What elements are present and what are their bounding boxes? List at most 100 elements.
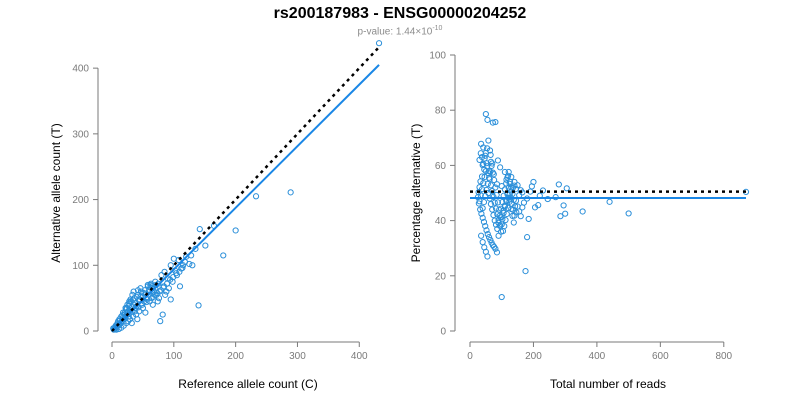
data-point xyxy=(489,206,496,213)
data-point xyxy=(375,40,383,47)
y-tick-label: 300 xyxy=(72,129,89,140)
data-point xyxy=(146,298,153,305)
data-point xyxy=(493,249,501,256)
data-point xyxy=(480,218,488,226)
data-point xyxy=(287,189,294,196)
y-tick-label: 0 xyxy=(440,327,446,338)
data-point xyxy=(579,208,586,215)
data-point xyxy=(142,309,149,316)
data-point xyxy=(480,160,487,168)
data-point xyxy=(157,318,164,325)
data-point xyxy=(484,253,491,260)
data-point xyxy=(154,298,161,305)
data-point xyxy=(505,184,512,191)
data-point xyxy=(179,262,187,269)
data-point xyxy=(485,174,493,181)
x-tick-label: 100 xyxy=(165,351,182,362)
p-value-exponent: -10 xyxy=(432,25,443,32)
data-point xyxy=(173,270,180,277)
x-tick-label: 200 xyxy=(227,351,244,362)
data-point xyxy=(252,193,260,200)
x-tick-label: 300 xyxy=(289,351,306,362)
data-point xyxy=(562,210,569,217)
y-tick-label: 80 xyxy=(435,106,447,117)
data-point xyxy=(512,185,520,192)
data-point xyxy=(492,205,500,212)
data-point xyxy=(160,284,167,291)
data-point xyxy=(491,199,498,206)
data-point xyxy=(175,256,182,264)
data-point xyxy=(139,304,147,312)
y-axis-title: Percentage alternative (T) xyxy=(409,124,423,263)
data-point xyxy=(495,219,502,226)
data-point xyxy=(479,214,486,221)
x-tick-label: 400 xyxy=(351,351,368,362)
data-point xyxy=(498,183,505,190)
data-point xyxy=(514,182,521,189)
data-point xyxy=(505,168,512,176)
data-point xyxy=(480,179,487,187)
data-point xyxy=(220,252,227,259)
data-point xyxy=(176,268,183,275)
data-point xyxy=(137,285,144,292)
data-point xyxy=(500,209,507,216)
data-point xyxy=(489,119,496,126)
data-point xyxy=(510,219,517,226)
data-point xyxy=(195,302,202,309)
data-point xyxy=(503,180,510,187)
data-point xyxy=(494,199,502,206)
data-point xyxy=(503,176,510,183)
data-point xyxy=(485,137,492,144)
data-point xyxy=(481,173,488,181)
data-point xyxy=(151,291,158,298)
x-axis-title: Reference allele count (C) xyxy=(178,377,317,391)
data-point xyxy=(170,255,177,262)
data-point xyxy=(170,274,177,281)
percentage-alternative-scatter-plot: 0 200 400 600 800 0 20 40 60 80 100 Total number of… xyxy=(409,51,750,391)
data-point xyxy=(484,231,491,238)
data-point xyxy=(159,311,166,318)
data-point xyxy=(149,301,156,308)
data-point xyxy=(517,213,524,220)
data-point xyxy=(176,283,184,290)
data-point xyxy=(140,289,147,296)
data-point xyxy=(501,186,508,193)
data-point xyxy=(487,200,495,208)
data-point xyxy=(130,288,137,295)
y-tick-label: 60 xyxy=(435,161,447,172)
data-point xyxy=(128,320,135,327)
data-point xyxy=(155,295,163,302)
data-point xyxy=(557,213,564,220)
data-point xyxy=(480,144,487,151)
data-point xyxy=(478,186,486,193)
data-point xyxy=(479,239,486,246)
data-point xyxy=(510,206,517,213)
p-value-text: p-value: 1.44×10 xyxy=(357,26,433,38)
data-point xyxy=(606,198,613,205)
data-point xyxy=(499,199,506,206)
data-point xyxy=(196,226,203,233)
data-point xyxy=(490,211,497,219)
data-point xyxy=(525,215,532,223)
x-tick-label: 800 xyxy=(715,351,732,362)
data-point xyxy=(483,227,490,234)
data-point xyxy=(503,210,510,218)
y-tick-label: 100 xyxy=(429,51,446,62)
data-point xyxy=(497,164,504,171)
data-point xyxy=(524,234,531,241)
chart-subtitle: p-value: 1.44×10-10 xyxy=(0,25,800,37)
x-tick-label: 400 xyxy=(589,351,606,362)
data-point xyxy=(163,280,171,287)
data-point xyxy=(482,223,489,230)
x-tick-label: 0 xyxy=(467,351,473,362)
data-point xyxy=(482,110,489,118)
y-tick-label: 0 xyxy=(83,327,89,338)
fit-line xyxy=(111,64,380,332)
data-point xyxy=(508,200,515,207)
data-point xyxy=(179,264,186,272)
data-point xyxy=(489,187,496,195)
data-point xyxy=(520,199,528,206)
data-point xyxy=(491,176,498,184)
chart-title: rs200187983 - ENSG00000204252 xyxy=(273,5,527,22)
data-point xyxy=(484,180,491,187)
